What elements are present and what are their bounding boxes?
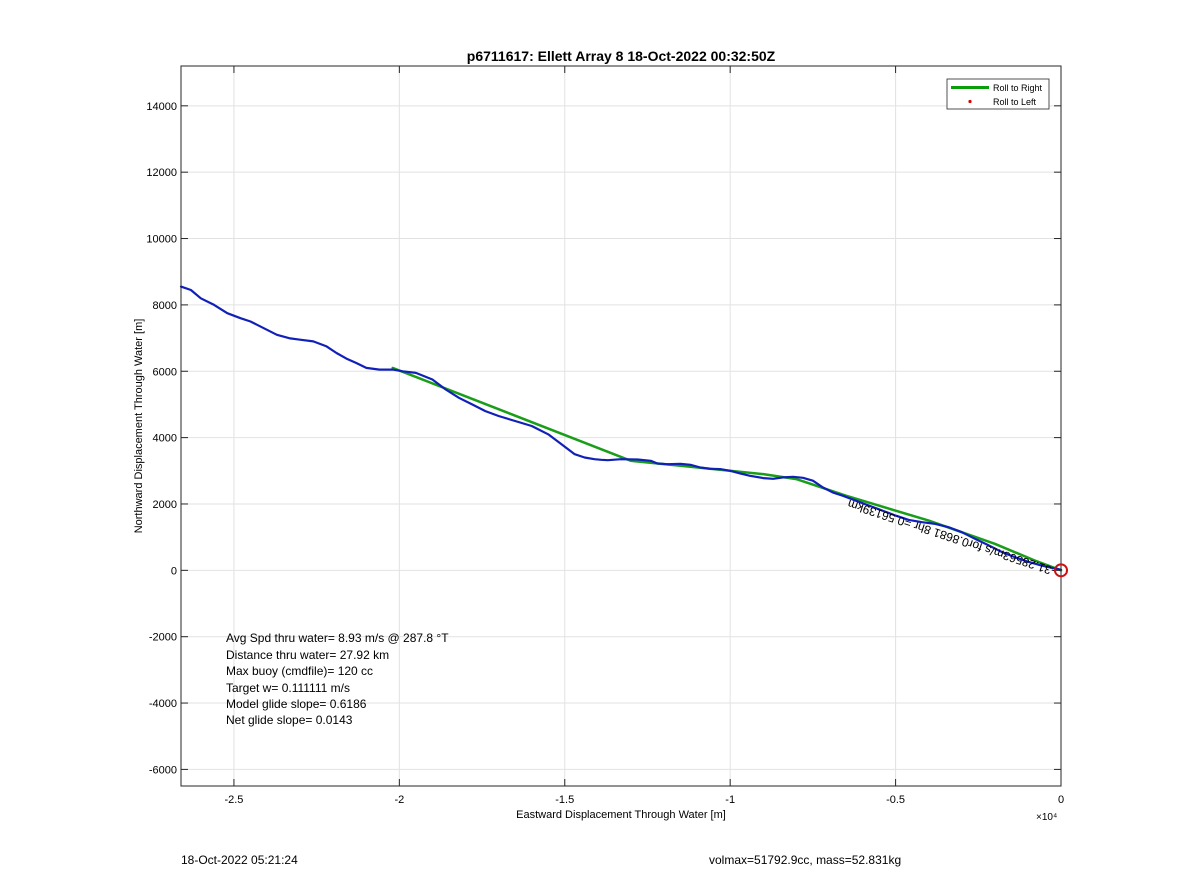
stats-block: Avg Spd thru water= 8.93 m/s @ 287.8 °T … [226,631,449,727]
chart-title: p6711617: Ellett Array 8 18-Oct-2022 00:… [467,48,776,64]
y-axis-label: Northward Displacement Through Water [m] [133,319,145,534]
y-tick-label: 8000 [153,300,177,312]
legend-label-roll-right: Roll to Right [993,83,1043,93]
x-axis-exponent: ×10⁴ [1036,812,1057,823]
stat-distance: Distance thru water= 27.92 km [226,648,389,662]
y-tick-label: 6000 [153,366,177,378]
footer-mass-info: volmax=51792.9cc, mass=52.831kg [709,853,902,867]
y-tick-label: -4000 [149,698,177,710]
y-tick-label: -6000 [149,764,177,776]
axis-ticks: -2.5 -2 -1.5 -1 -0.5 0 -6000 -4000 -2000 0 2000 400… [146,66,1064,806]
stat-avg-speed: Avg Spd thru water= 8.93 m/s @ 287.8 °T [226,631,449,645]
x-tick-label: -1.5 [555,794,574,806]
stat-model-glide: Model glide slope= 0.6186 [226,697,367,711]
stat-net-glide: Net glide slope= 0.0143 [226,713,353,727]
y-tick-label: 2000 [153,499,177,511]
x-tick-label: -2 [394,794,404,806]
x-axis-label: Eastward Displacement Through Water [m] [516,809,726,821]
y-tick-label: 0 [171,565,177,577]
y-tick-label: 4000 [153,433,177,445]
plot-area [181,66,1061,786]
x-tick-label: -2.5 [224,794,243,806]
stat-max-buoy: Max buoy (cmdfile)= 120 cc [226,664,373,678]
y-tick-label: 14000 [146,101,177,113]
legend-marker-roll-left [968,99,972,104]
legend-label-roll-left: Roll to Left [993,97,1037,107]
x-tick-label: -0.5 [886,794,905,806]
y-tick-label: 12000 [146,167,177,179]
y-tick-label: -2000 [149,632,177,644]
legend-box [946,78,1050,110]
series-line-track [179,285,1063,571]
y-tick-label: 10000 [146,234,177,246]
x-tick-label: -1 [725,794,735,806]
x-tick-label: 0 [1058,794,1064,806]
series-layer [179,285,1063,572]
surface-position-marker [1054,563,1068,578]
stat-target-w: Target w= 0.111111 m/s [226,681,350,695]
legend: Roll to Right Roll to Left [946,78,1050,110]
plot-frame [180,65,1062,787]
footer-timestamp: 18-Oct-2022 05:21:24 [181,853,298,867]
